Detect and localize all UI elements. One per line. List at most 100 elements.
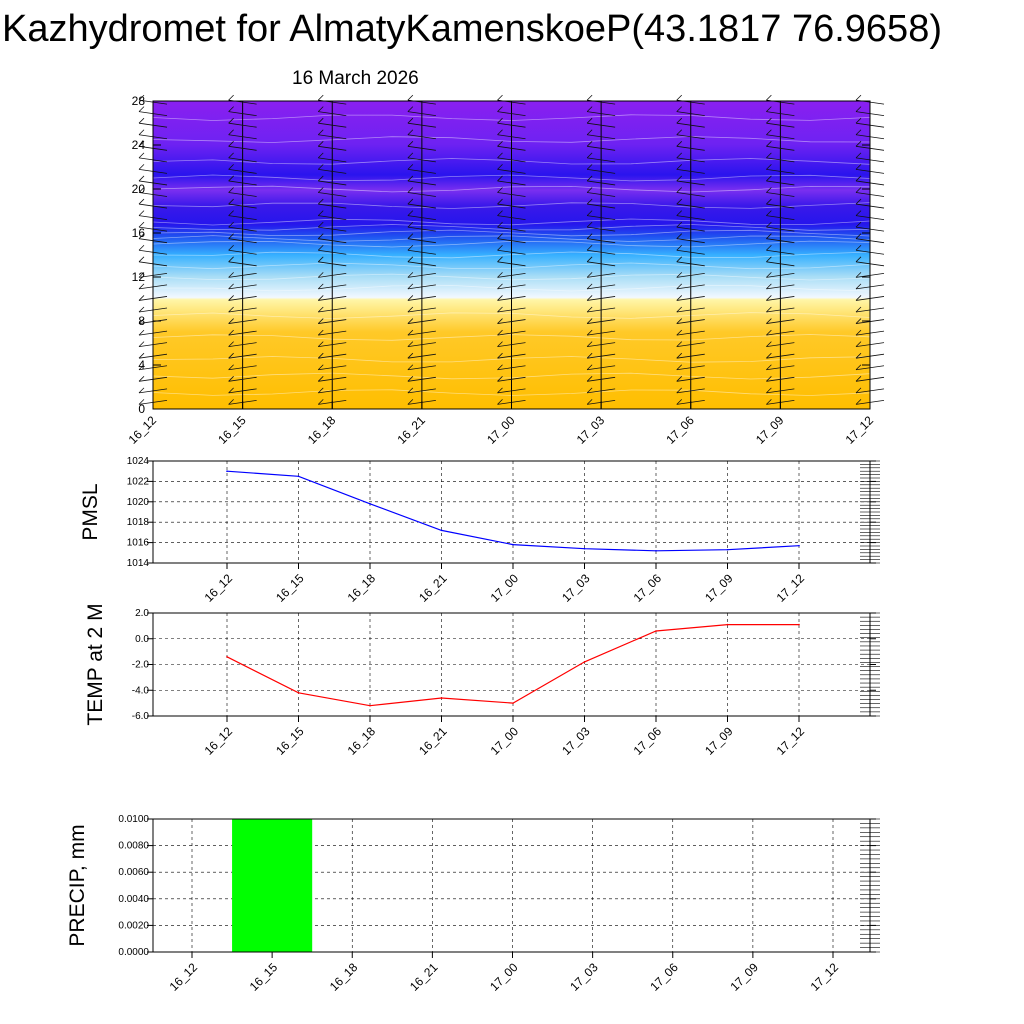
wind-barb-feather [586,306,593,313]
wind-barb-feather [138,117,145,124]
wind-barb-feather [855,306,862,313]
wind-barb [318,180,347,186]
wind-barb [228,192,257,197]
wind-barb-feather [407,221,414,228]
wind-barb [318,238,347,244]
wind-barb [318,353,347,359]
wind-barb-feather [497,94,503,101]
wind-barb-feather [497,318,503,324]
wind-barb [766,261,795,267]
wind-barb-feather [497,364,503,371]
wind-barb-feather [138,152,145,159]
wind-barb-feather [317,306,324,313]
wind-barb-feather [497,141,503,147]
wind-barb [407,203,436,209]
wind-barb-feather [586,198,593,205]
wind-barb-feather [138,272,145,278]
wind-barb [407,215,436,220]
wind-barb-feather [317,94,324,101]
wind-barb-feather [855,244,862,251]
wind-barb [318,388,347,394]
wind-barb [587,272,616,278]
wind-barb-feather [497,106,503,112]
wind-barb [497,307,526,313]
wind-barb [587,192,616,197]
wind-barb [228,296,257,301]
wind-barb-feather [497,306,503,313]
wind-barb-feather [317,295,324,301]
wind-barb-feather [317,233,324,239]
wind-barb-feather [138,256,145,263]
wind-barb-feather [317,210,324,216]
wind-barb-feather [407,272,414,278]
wind-barb-feather [586,295,593,301]
wind-barb-feather [317,164,324,170]
wind-barb-feather [228,376,234,382]
wind-barb-feather [497,295,503,301]
wind-barb-feather [586,210,593,216]
wind-barb-feather [855,318,862,324]
wind-barb-feather [586,152,593,159]
wind-barb [497,169,526,174]
wind-barb-feather [586,256,593,263]
wind-barb-feather [407,364,414,371]
x-tick-label: 16_15 [273,724,307,758]
wind-barb [318,169,347,174]
wind-barb-feather [228,175,234,182]
wind-barb [318,203,347,209]
wind-barb [676,226,705,232]
wind-barb-feather [228,399,234,405]
wind-barb-feather [676,129,683,136]
wind-barb [497,284,526,290]
wind-barb-feather [228,329,234,336]
wind-barb [676,169,705,174]
wind-barb [587,215,616,220]
temperature-panel: -6.0 -4.0 -2.0 0.0 2.0 16_12 16_15 16_18 16_21 17… [84,603,880,758]
wind-barb [407,238,436,244]
wind-barb [497,180,526,186]
x-tick-label: 16_21 [416,571,450,605]
wind-barb-feather [676,364,683,371]
wind-barb-feather [497,399,503,405]
wind-barb [766,180,795,186]
wind-barb [587,134,616,140]
wind-barb-feather [407,376,414,382]
wind-barb [407,296,436,301]
wind-barb-feather [317,256,324,263]
wind-barb [676,376,705,382]
wind-barb [766,203,795,209]
wind-barb-feather [407,210,414,216]
wind-barb-feather [676,94,683,101]
wind-barb [228,111,257,117]
wind-barb [497,296,526,301]
y-tick-label: 1020 [127,497,150,508]
wind-barb [676,192,705,197]
wind-barb-feather [676,141,683,147]
data-point [226,470,228,473]
date-subtitle: 16 March 2026 [292,68,419,89]
wind-barb [318,376,347,382]
wind-barb [318,215,347,220]
wind-barb-feather [766,117,772,124]
wind-barb-feather [676,187,683,193]
data-point [798,623,800,626]
wind-barb-feather [586,141,593,147]
wind-barb [587,261,616,267]
y-tick-label: 1024 [127,456,150,467]
wind-barb [228,122,257,128]
wind-barb [407,134,436,140]
wind-barb-feather [855,376,862,382]
data-point [226,655,228,658]
y-tick-label: -2.0 [132,660,150,671]
wind-barb-feather [855,198,862,205]
wind-barb [587,307,616,313]
wind-barb-feather [407,198,414,205]
x-tick-label: 17_09 [753,413,787,447]
data-point [512,543,514,546]
wind-barb [318,157,347,163]
wind-barb [228,145,257,151]
wind-barb-feather [497,376,503,382]
x-tick-label: 16_12 [202,571,236,605]
wind-barb-feather [317,399,324,405]
y-tick-label: 0 [138,402,145,416]
